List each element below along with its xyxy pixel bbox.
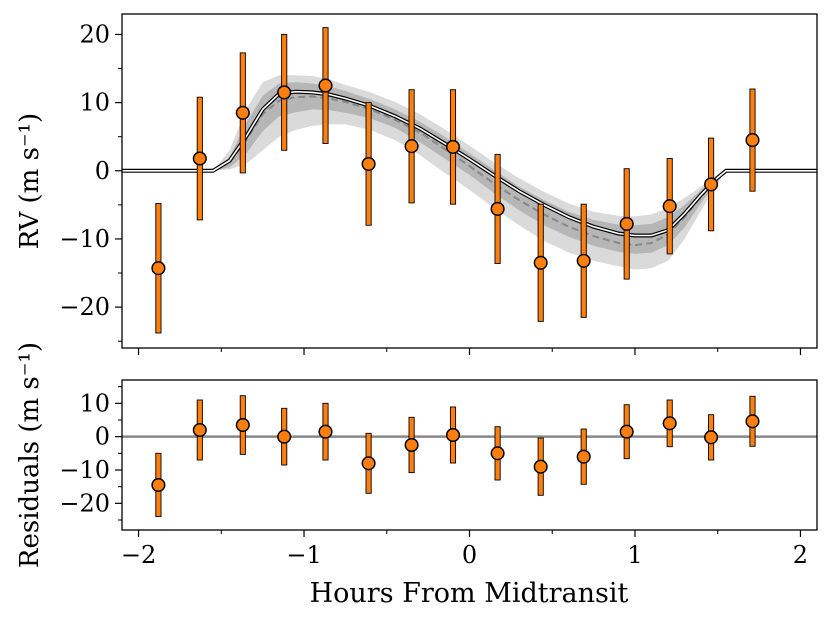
residual-marker: [490, 446, 505, 461]
rv-marker: [192, 151, 207, 166]
residual-marker: [619, 424, 634, 439]
residuals-ytick-label: −10: [59, 456, 110, 484]
residual-marker: [576, 449, 591, 464]
residual-marker: [318, 424, 333, 439]
rv-point: [533, 203, 548, 322]
residual-point: [704, 414, 719, 461]
rv-ytick-label: 0: [95, 157, 110, 185]
rv-point: [192, 96, 207, 221]
residuals-y-axis-label: Residuals (m s⁻¹): [15, 342, 45, 568]
residuals-xtick-label: −1: [286, 541, 321, 569]
rv-marker: [318, 78, 333, 93]
rv-marker: [445, 139, 461, 154]
residuals-xtick-label: 0: [462, 541, 477, 569]
rv-point: [404, 89, 419, 204]
residuals-ytick-label: 0: [95, 423, 110, 451]
rv-marker: [745, 133, 760, 148]
rv-marker: [662, 199, 677, 214]
rv-panel: −20 −10 0 10 20 RV (m s⁻¹): [15, 13, 818, 355]
rv-point: [151, 203, 166, 334]
rv-ytick-label: 20: [79, 20, 110, 48]
rv-marker: [704, 177, 719, 192]
residuals-ytick-label: 10: [79, 389, 110, 417]
rv-point: [704, 137, 719, 232]
model-dashed-line: [122, 95, 817, 247]
rv-point: [318, 27, 333, 144]
rv-point: [235, 52, 250, 174]
rv-point: [662, 158, 677, 255]
residual-marker: [445, 427, 461, 443]
residual-point: [404, 416, 419, 474]
residual-marker: [745, 414, 760, 429]
residual-marker: [361, 456, 376, 471]
rv-point: [445, 89, 461, 205]
residual-marker: [235, 417, 250, 433]
residual-point: [576, 428, 591, 485]
residuals-xtick-label: 2: [793, 541, 808, 569]
rv-point: [361, 102, 376, 226]
residual-marker: [192, 422, 207, 438]
rv-ytick-label: −10: [59, 225, 110, 253]
residual-marker: [404, 437, 419, 453]
residual-marker: [277, 429, 292, 444]
model-band-1sigma: [122, 82, 817, 254]
rv-marker: [619, 216, 634, 231]
residual-point: [235, 395, 250, 455]
rv-ytick-label: 10: [79, 89, 110, 117]
residual-marker: [151, 477, 166, 493]
residuals-xtick-label: 1: [627, 541, 642, 569]
residual-point: [619, 404, 634, 460]
model-line-inner: [122, 90, 817, 237]
residual-point: [490, 426, 505, 481]
residual-point: [318, 402, 333, 461]
rv-point: [277, 33, 292, 151]
rv-point: [576, 203, 591, 318]
residual-marker: [662, 416, 677, 431]
rv-marker: [576, 253, 591, 268]
residual-point: [745, 395, 760, 447]
residual-point: [662, 399, 677, 448]
rv-marker: [533, 255, 548, 270]
rv-marker: [490, 201, 505, 216]
residuals-xtick-label: −2: [121, 541, 156, 569]
residual-marker: [533, 459, 548, 474]
residual-point: [445, 406, 461, 464]
residual-marker: [704, 430, 719, 445]
residual-point: [277, 407, 292, 466]
residuals-ytick-label: −20: [59, 489, 110, 517]
rv-marker: [404, 139, 419, 154]
residual-point: [151, 452, 166, 518]
rv-point: [490, 153, 505, 264]
rv-ytick-label: −20: [59, 293, 110, 321]
x-axis-label: Hours From Midtransit: [310, 578, 629, 609]
rv-y-axis-label: RV (m s⁻¹): [15, 113, 45, 249]
rv-marker: [151, 261, 166, 276]
rv-point: [745, 88, 760, 192]
residual-point: [361, 432, 376, 494]
rv-marker: [361, 156, 376, 172]
rv-marker: [277, 85, 292, 100]
residual-point: [533, 437, 548, 496]
rv-marker: [235, 105, 250, 120]
residual-point: [192, 399, 207, 461]
rv-point: [619, 168, 634, 280]
